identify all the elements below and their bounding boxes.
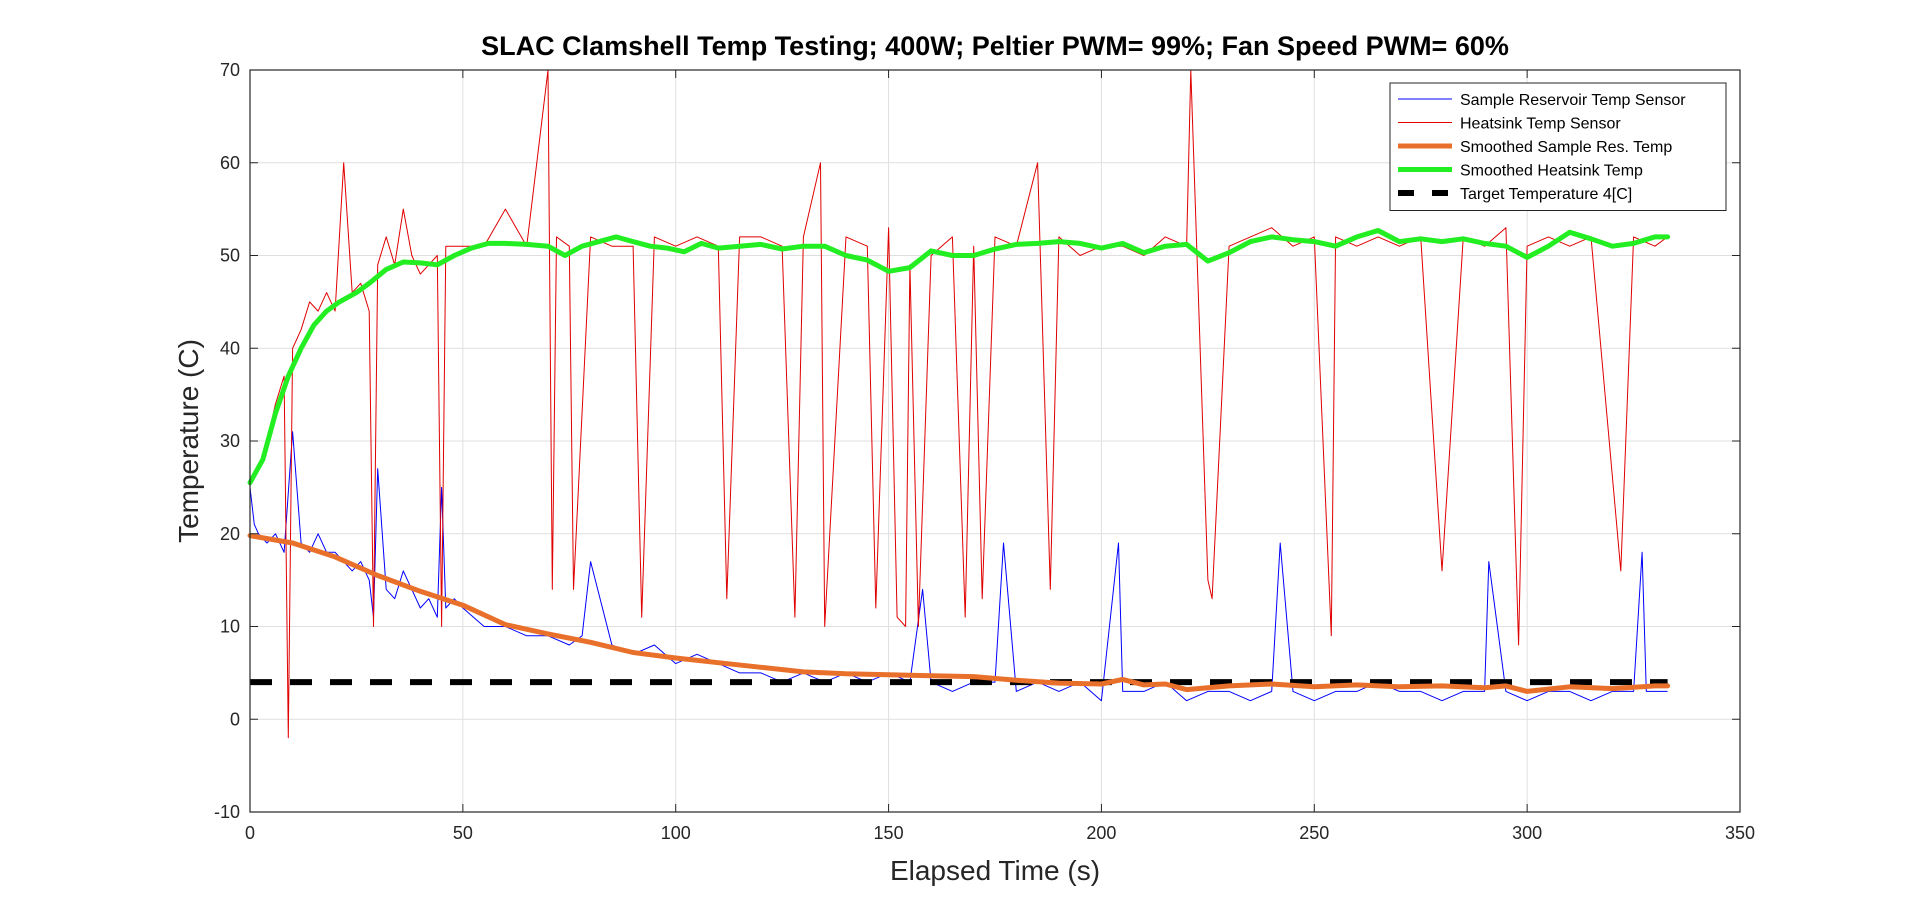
x-axis-label: Elapsed Time (s) [890, 855, 1100, 886]
x-tick-label: 250 [1299, 823, 1329, 843]
y-tick-label: 20 [220, 524, 240, 544]
y-tick-label: 10 [220, 617, 240, 637]
x-tick-label: 0 [245, 823, 255, 843]
series-line-heatsink-temp-sensor [249, 69, 1668, 739]
legend: Sample Reservoir Temp Sensor Heatsink Tem… [1389, 82, 1727, 211]
y-tick-label: 40 [220, 338, 240, 358]
legend-entry-label: Smoothed Sample Res. Temp [1460, 139, 1672, 156]
y-tick-label: 70 [220, 60, 240, 80]
x-tick-label: 50 [453, 823, 473, 843]
legend-entry-label: Heatsink Temp Sensor [1460, 116, 1621, 133]
legend-entry-label: Smoothed Heatsink Temp [1460, 163, 1643, 180]
series-line-smoothed-heatsink-temp [247, 228, 1671, 486]
legend-entry-label: Target Temperature 4[C] [1460, 186, 1632, 203]
legend-entry-label: Sample Reservoir Temp Sensor [1460, 92, 1686, 109]
y-tick-label: -10 [214, 802, 240, 822]
chart-title: SLAC Clamshell Temp Testing; 400W; Pelti… [481, 31, 1509, 61]
x-tick-label: 200 [1086, 823, 1116, 843]
y-tick-label: 0 [230, 709, 240, 729]
y-tick-label: 60 [220, 153, 240, 173]
y-tick-label: 50 [220, 246, 240, 266]
x-tick-label: 150 [874, 823, 904, 843]
x-tick-label: 300 [1512, 823, 1542, 843]
y-tick-label: 30 [220, 431, 240, 451]
series-layer [247, 69, 1671, 739]
x-tick-label: 100 [661, 823, 691, 843]
series-line-smoothed-sample-res-temp [247, 533, 1671, 694]
x-tick-label: 350 [1725, 823, 1755, 843]
y-axis-label: Temperature (C) [173, 339, 204, 543]
